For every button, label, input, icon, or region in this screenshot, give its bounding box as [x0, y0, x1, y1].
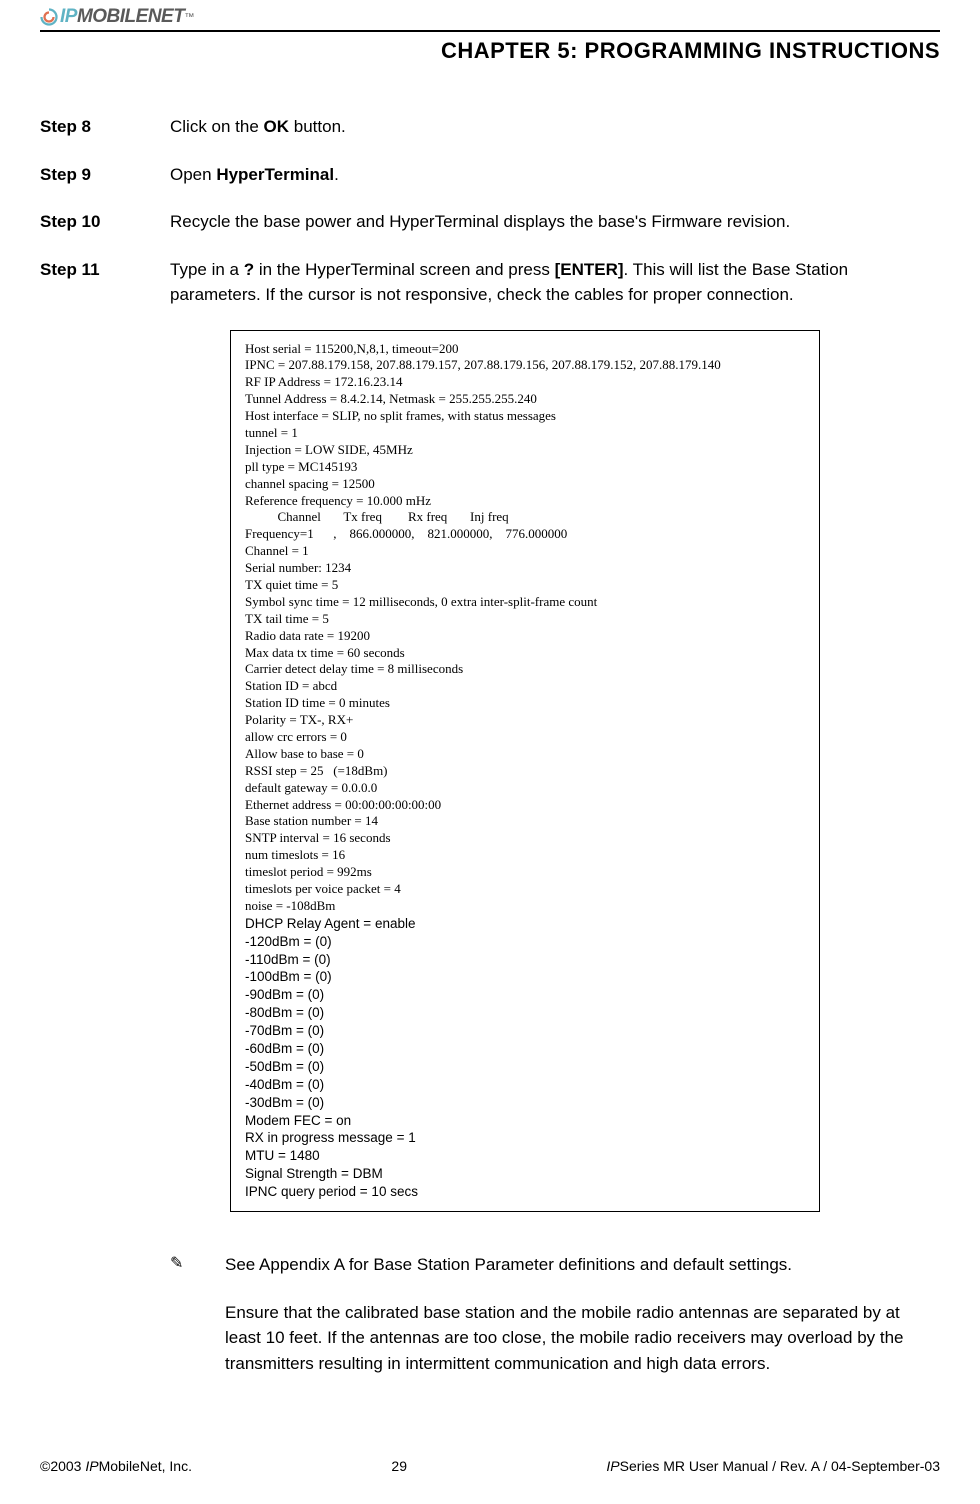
text: button.: [289, 117, 346, 136]
terminal-text-serif: Host serial = 115200,N,8,1, timeout=200 …: [245, 341, 721, 913]
step-body: Click on the OK button.: [170, 114, 940, 140]
step-body: Open HyperTerminal.: [170, 162, 940, 188]
footer: ©2003 IPMobileNet, Inc. 29 IPSeries MR U…: [40, 1458, 940, 1474]
steps-section: Step 8 Click on the OK button. Step 9 Op…: [40, 114, 940, 308]
text: Click on the: [170, 117, 264, 136]
copyright-ip: IP: [85, 1458, 98, 1474]
text-bold: [ENTER]: [555, 260, 624, 279]
logo: IP MOBILENET ™: [40, 6, 194, 28]
copyright-pre: ©2003: [40, 1458, 85, 1474]
step-label: Step 11: [40, 257, 170, 308]
text: in the HyperTerminal screen and press: [254, 260, 554, 279]
logo-tm: ™: [184, 12, 194, 23]
step-label: Step 8: [40, 114, 170, 140]
note-paragraph: See Appendix A for Base Station Paramete…: [225, 1252, 940, 1278]
pencil-icon: ✎: [170, 1252, 225, 1398]
note-section: ✎ See Appendix A for Base Station Parame…: [170, 1252, 940, 1398]
step-10: Step 10 Recycle the base power and Hyper…: [40, 209, 940, 235]
text: Open: [170, 165, 216, 184]
page-number: 29: [391, 1458, 407, 1474]
step-label: Step 9: [40, 162, 170, 188]
text-bold: OK: [264, 117, 290, 136]
footer-left: ©2003 IPMobileNet, Inc.: [40, 1458, 192, 1474]
text-bold: HyperTerminal: [216, 165, 334, 184]
header: IP MOBILENET ™: [40, 0, 940, 32]
logo-swirl-icon: [40, 8, 58, 26]
logo-text-ip: IP: [60, 6, 77, 28]
step-11: Step 11 Type in a ? in the HyperTerminal…: [40, 257, 940, 308]
manual-ip: IP: [606, 1458, 619, 1474]
step-8: Step 8 Click on the OK button.: [40, 114, 940, 140]
note-body: See Appendix A for Base Station Paramete…: [225, 1252, 940, 1398]
step-body: Recycle the base power and HyperTerminal…: [170, 209, 940, 235]
note-paragraph: Ensure that the calibrated base station …: [225, 1300, 940, 1377]
footer-right: IPSeries MR User Manual / Rev. A / 04-Se…: [606, 1458, 940, 1474]
step-9: Step 9 Open HyperTerminal.: [40, 162, 940, 188]
text: Type in a: [170, 260, 244, 279]
terminal-text-sans: DHCP Relay Agent = enable -120dBm = (0) …: [245, 916, 418, 1199]
step-body: Type in a ? in the HyperTerminal screen …: [170, 257, 940, 308]
step-label: Step 10: [40, 209, 170, 235]
logo-text-mobilenet: MOBILENET: [77, 6, 184, 28]
copyright-post: MobileNet, Inc.: [99, 1458, 192, 1474]
chapter-title: CHAPTER 5: PROGRAMMING INSTRUCTIONS: [40, 38, 940, 64]
manual-title: Series MR User Manual / Rev. A / 04-Sept…: [620, 1458, 940, 1474]
text: .: [334, 165, 339, 184]
terminal-output-box: Host serial = 115200,N,8,1, timeout=200 …: [230, 330, 820, 1213]
page: IP MOBILENET ™ CHAPTER 5: PROGRAMMING IN…: [0, 0, 980, 1504]
text-bold: ?: [244, 260, 254, 279]
